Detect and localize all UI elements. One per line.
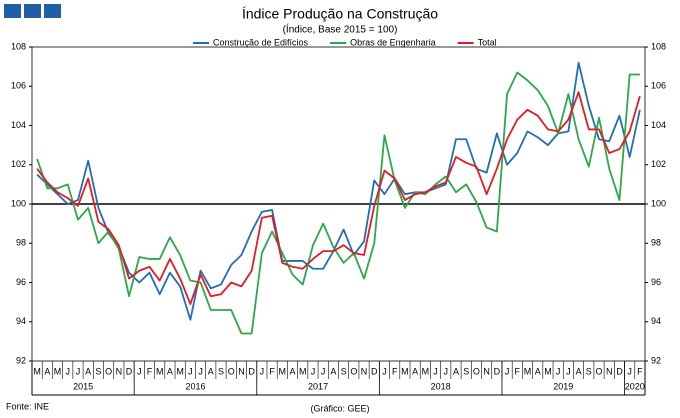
x-tick-label: F bbox=[147, 366, 153, 376]
x-tick-label: O bbox=[350, 366, 357, 376]
x-tick-label: M bbox=[401, 366, 409, 376]
y2-tick-label: 106 bbox=[651, 81, 666, 91]
legend-label: Total bbox=[478, 37, 497, 47]
x-tick-label: M bbox=[422, 366, 430, 376]
x-tick-label: D bbox=[616, 366, 623, 376]
logo-block bbox=[24, 4, 41, 18]
x-tick-label: S bbox=[218, 366, 224, 376]
x-tick-label: F bbox=[392, 366, 398, 376]
y2-tick-label: 96 bbox=[651, 277, 661, 287]
y-tick-label: 104 bbox=[11, 120, 26, 130]
x-tick-label: M bbox=[299, 366, 307, 376]
x-tick-label: A bbox=[576, 366, 582, 376]
y2-tick-label: 108 bbox=[651, 41, 666, 51]
x-tick-label: A bbox=[167, 366, 173, 376]
x-tick-label: J bbox=[66, 366, 71, 376]
y-tick-label: 94 bbox=[16, 316, 26, 326]
x-tick-label: J bbox=[566, 366, 571, 376]
x-tick-label: D bbox=[126, 366, 133, 376]
year-label: 2019 bbox=[553, 381, 573, 391]
x-tick-label: A bbox=[208, 366, 214, 376]
x-tick-label: J bbox=[433, 366, 438, 376]
series-line bbox=[36, 61, 641, 321]
series-line bbox=[36, 71, 640, 335]
y-tick-label: 108 bbox=[11, 41, 26, 51]
y-tick-label: 92 bbox=[16, 355, 26, 365]
x-tick-label: N bbox=[116, 366, 123, 376]
x-tick-label: S bbox=[463, 366, 469, 376]
series-line bbox=[36, 91, 641, 305]
x-tick-label: J bbox=[198, 366, 203, 376]
x-tick-label: O bbox=[596, 366, 603, 376]
logo-block bbox=[4, 4, 21, 18]
x-tick-label: A bbox=[85, 366, 91, 376]
x-tick-label: N bbox=[483, 366, 490, 376]
x-tick-label: F bbox=[269, 366, 275, 376]
x-tick-label: A bbox=[412, 366, 418, 376]
x-tick-label: J bbox=[137, 366, 142, 376]
y2-tick-label: 100 bbox=[651, 198, 666, 208]
x-tick-label: D bbox=[248, 366, 255, 376]
x-tick-label: S bbox=[586, 366, 592, 376]
x-tick-label: J bbox=[444, 366, 449, 376]
x-tick-label: M bbox=[156, 366, 164, 376]
year-label: 2018 bbox=[431, 381, 451, 391]
y-tick-label: 98 bbox=[16, 238, 26, 248]
x-tick-label: J bbox=[321, 366, 326, 376]
x-tick-label: J bbox=[188, 366, 193, 376]
x-tick-label: J bbox=[260, 366, 265, 376]
chart-subtitle: (Índice, Base 2015 = 100) bbox=[283, 23, 398, 36]
x-tick-label: N bbox=[606, 366, 613, 376]
year-label: 2017 bbox=[308, 381, 328, 391]
x-tick-label: A bbox=[330, 366, 336, 376]
x-tick-label: O bbox=[105, 366, 112, 376]
x-tick-label: A bbox=[290, 366, 296, 376]
legend-label: Construção de Edifícios bbox=[213, 37, 309, 47]
x-tick-label: M bbox=[33, 366, 41, 376]
x-tick-label: J bbox=[382, 366, 387, 376]
x-tick-label: J bbox=[556, 366, 561, 376]
x-tick-label: A bbox=[44, 366, 50, 376]
year-label: 2015 bbox=[73, 381, 93, 391]
x-tick-label: F bbox=[515, 366, 521, 376]
x-tick-label: M bbox=[524, 366, 532, 376]
y2-tick-label: 92 bbox=[651, 355, 661, 365]
x-tick-label: M bbox=[176, 366, 184, 376]
x-tick-label: J bbox=[627, 366, 632, 376]
x-tick-label: J bbox=[505, 366, 510, 376]
x-tick-label: A bbox=[453, 366, 459, 376]
x-tick-label: O bbox=[473, 366, 480, 376]
x-tick-label: M bbox=[54, 366, 62, 376]
x-tick-label: S bbox=[95, 366, 101, 376]
x-tick-label: N bbox=[238, 366, 245, 376]
year-label: 2020 bbox=[625, 381, 645, 391]
y-tick-label: 106 bbox=[11, 81, 26, 91]
logo-block bbox=[44, 4, 61, 18]
y-tick-label: 96 bbox=[16, 277, 26, 287]
year-label: 2016 bbox=[185, 381, 205, 391]
x-tick-label: D bbox=[371, 366, 378, 376]
credit: (Gráfico: GEE) bbox=[310, 403, 369, 413]
y-tick-label: 102 bbox=[11, 159, 26, 169]
y-tick-label: 100 bbox=[11, 198, 26, 208]
x-tick-label: D bbox=[494, 366, 501, 376]
source: Fonte: INE bbox=[6, 401, 49, 411]
y2-tick-label: 104 bbox=[651, 120, 666, 130]
chart-title: Índice Produção na Construção bbox=[242, 6, 438, 22]
x-tick-label: N bbox=[361, 366, 368, 376]
x-tick-label: S bbox=[341, 366, 347, 376]
y2-tick-label: 98 bbox=[651, 238, 661, 248]
x-tick-label: A bbox=[535, 366, 541, 376]
x-tick-label: O bbox=[228, 366, 235, 376]
legend-label: Obras de Engenharia bbox=[350, 37, 436, 47]
x-tick-label: J bbox=[311, 366, 316, 376]
x-tick-label: F bbox=[637, 366, 643, 376]
x-tick-label: J bbox=[76, 366, 81, 376]
y2-tick-label: 102 bbox=[651, 159, 666, 169]
x-tick-label: M bbox=[279, 366, 287, 376]
y2-tick-label: 94 bbox=[651, 316, 661, 326]
x-tick-label: M bbox=[544, 366, 552, 376]
